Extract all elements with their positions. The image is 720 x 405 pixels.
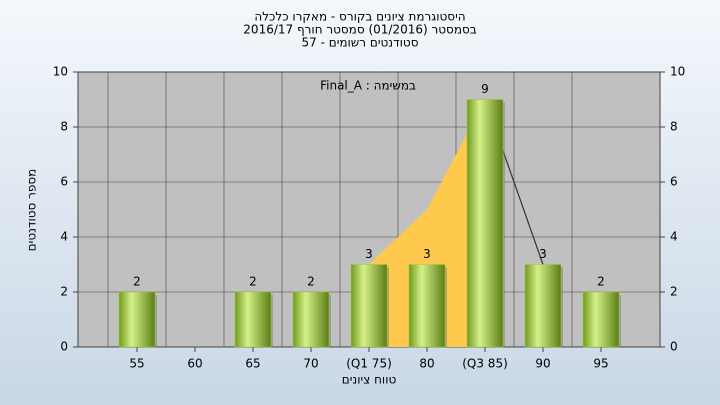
bar: [524, 264, 562, 348]
data-label: 2: [133, 275, 141, 289]
y2-tick-label: 2: [670, 285, 678, 299]
y2-tick-label: 8: [670, 120, 678, 134]
bar: [234, 291, 272, 348]
bar: [350, 264, 388, 348]
y2-tick-label: 6: [670, 175, 678, 189]
x-tick-label: 70: [303, 357, 318, 371]
bar: [118, 291, 156, 348]
x-tick-label: 80: [419, 357, 434, 371]
x-tick-label: 55: [129, 357, 144, 371]
y-tick-label: 2: [60, 285, 68, 299]
x-tick-label: 60: [187, 357, 202, 371]
y2-tick-label: 4: [670, 230, 678, 244]
y2-tick-label: 0: [670, 340, 678, 354]
data-label: 3: [365, 247, 373, 261]
x-tick-label: (Q1 75): [346, 357, 392, 371]
data-label: 3: [539, 247, 547, 261]
bar: [292, 291, 330, 348]
x-tick-label: 65: [245, 357, 260, 371]
x-axis-label: טווח ציונים: [342, 373, 397, 387]
y-tick-label: 8: [60, 120, 68, 134]
y-tick-label: 6: [60, 175, 68, 189]
x-tick-label: 95: [593, 357, 608, 371]
chart-title: היסטוגרמת ציונים בקורס - מאקרו כלכלה: [254, 10, 465, 24]
chart-subtitle: בסמסטר (01/2016) סמסטר חורף 2016/17: [243, 23, 476, 37]
y-tick-label: 10: [53, 65, 68, 79]
x-tick-label: (Q3 85): [462, 357, 508, 371]
data-label: 2: [597, 275, 605, 289]
bar: [408, 264, 446, 348]
y2-tick-label: 10: [670, 65, 685, 79]
data-label: 3: [423, 247, 431, 261]
data-label: 2: [249, 275, 257, 289]
data-label: 9: [481, 82, 489, 96]
y-axis-label: מספר סטודנטים: [25, 169, 39, 252]
area: [369, 99, 485, 347]
bar: [582, 291, 620, 348]
chart-subtitle: סטודנטים רשומים - 57: [301, 36, 418, 50]
annotation: Final_A : במשימה: [320, 79, 416, 93]
x-tick-label: 90: [535, 357, 550, 371]
data-label: 2: [307, 275, 315, 289]
y-tick-label: 4: [60, 230, 68, 244]
bar: [466, 99, 504, 348]
y-tick-label: 0: [60, 340, 68, 354]
